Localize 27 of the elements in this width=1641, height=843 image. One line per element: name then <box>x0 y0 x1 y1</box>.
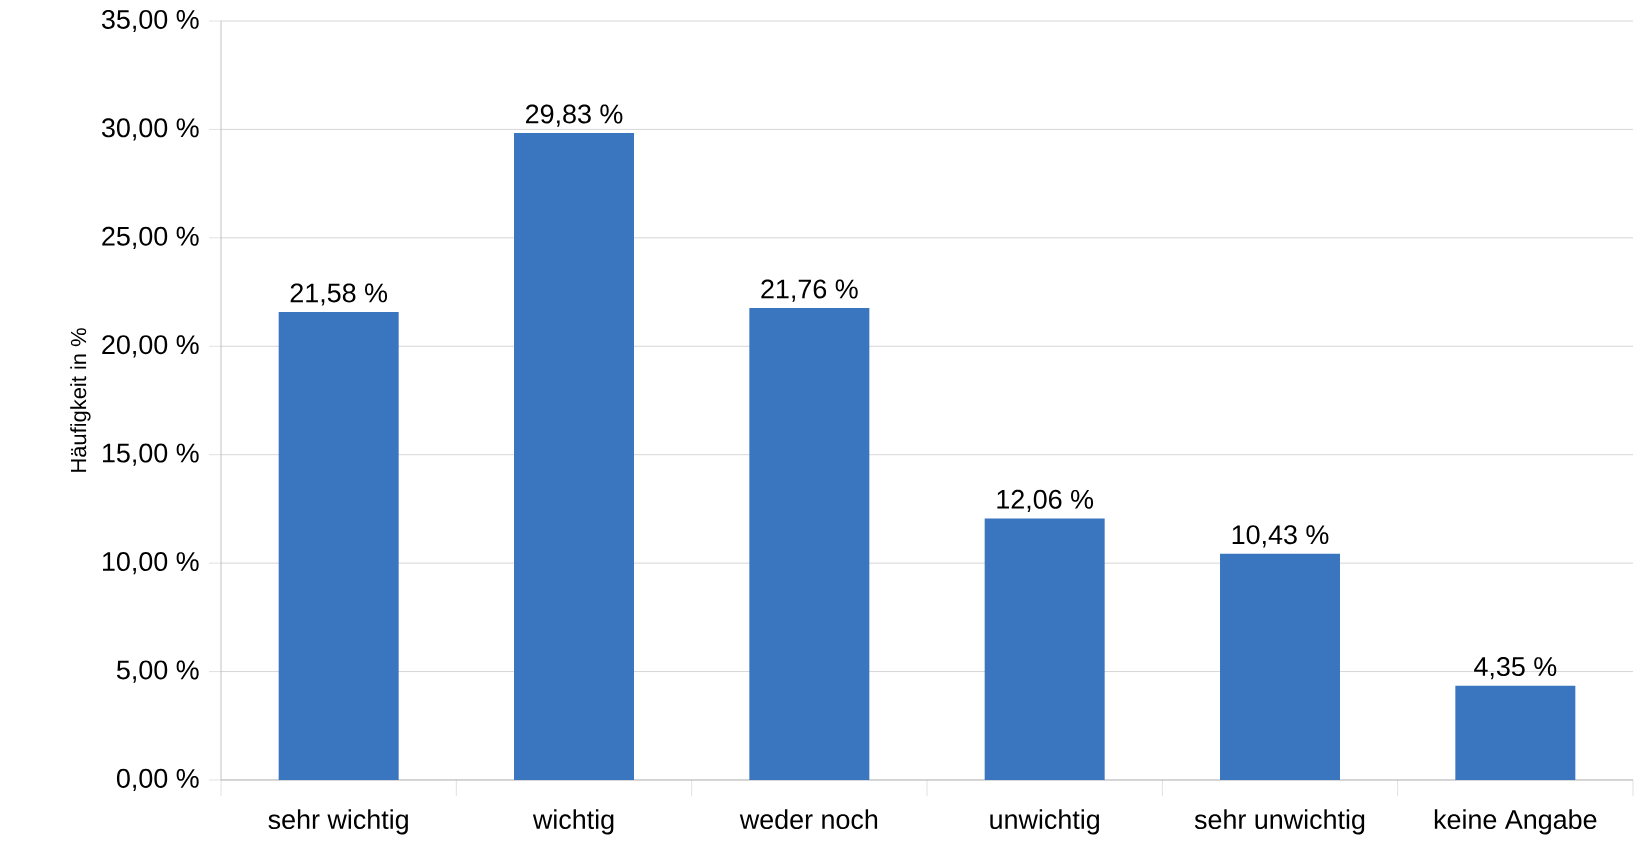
y-tick-label: 30,00 % <box>101 118 199 141</box>
y-tick-label: 35,00 % <box>101 9 199 32</box>
y-tick-label: 15,00 % <box>103 443 199 466</box>
x-tick-label: sehr wichtig <box>268 809 408 835</box>
bar <box>749 307 870 780</box>
y-axis-title: Häufigkeit in % <box>70 328 91 472</box>
data-label: 29,83 % <box>526 104 623 127</box>
data-label: 4,35 % <box>1474 656 1557 680</box>
y-tick-label: 0,00 % <box>116 768 199 791</box>
data-label: 21,58 % <box>290 283 388 306</box>
x-tick-label: weder noch <box>739 809 878 829</box>
x-tick-label: sehr unwichtig <box>1194 809 1365 835</box>
x-tick-label: wichtig <box>532 809 614 835</box>
y-tick-label: 10,00 % <box>103 551 199 575</box>
data-label: 12,06 % <box>997 489 1094 512</box>
y-tick-label: 25,00 % <box>102 226 199 249</box>
y-tick-label: 5,00 % <box>116 660 199 683</box>
data-label: 10,43 % <box>1232 525 1329 548</box>
bar <box>1220 553 1341 780</box>
bar <box>1455 685 1576 780</box>
bar <box>278 311 399 780</box>
bar <box>514 132 635 780</box>
x-tick-label: unwichtig <box>990 809 1099 835</box>
x-tick-label: keine Angabe <box>1434 809 1597 835</box>
data-label: 21,76 % <box>761 279 858 302</box>
bar <box>984 518 1105 780</box>
y-tick-label: 20,00 % <box>102 334 199 358</box>
